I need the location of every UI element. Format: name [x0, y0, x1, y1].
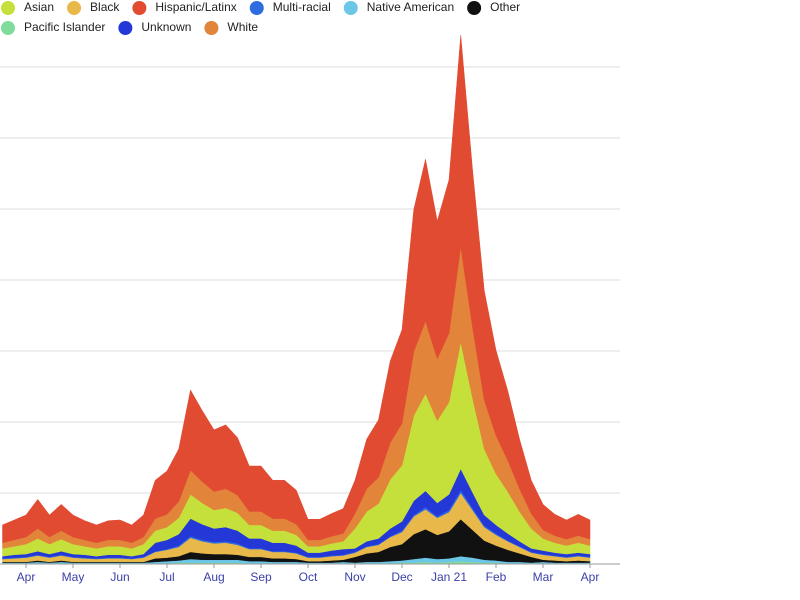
x-tick-label: Mar — [533, 570, 554, 584]
legend-label: Unknown — [141, 20, 191, 34]
legend-swatch — [1, 21, 15, 35]
legend-item: Pacific Islander — [1, 20, 105, 35]
legend-label: Native American — [367, 0, 454, 14]
x-tick-label: Oct — [299, 570, 318, 584]
x-tick-label: May — [62, 570, 85, 584]
x-tick-label: Sep — [250, 570, 272, 584]
x-tick-label: Dec — [391, 570, 412, 584]
legend-label: Asian — [24, 0, 54, 14]
legend-label: White — [227, 20, 258, 34]
x-tick-label: Nov — [344, 570, 365, 584]
x-tick-label: Apr — [581, 570, 600, 584]
legend-label: Other — [490, 0, 520, 14]
legend-swatch — [467, 1, 482, 15]
legend-item: Asian — [1, 0, 54, 15]
area — [2, 35, 591, 544]
x-tick-label: Jan 21 — [431, 570, 467, 584]
legend-swatch — [249, 1, 264, 15]
x-tick-label: Jun — [110, 570, 129, 584]
x-tick-label: Jul — [159, 570, 174, 584]
legend-item: Other — [467, 0, 520, 15]
legend-item: White — [204, 20, 258, 35]
legend-item: Black — [67, 0, 120, 15]
x-tick-label: Aug — [203, 570, 224, 584]
legend-label: Hispanic/Latinx — [155, 0, 236, 14]
legend-item: Unknown — [118, 20, 191, 35]
legend-item: Native American — [343, 0, 454, 15]
legend-item: Hispanic/Latinx — [132, 0, 237, 15]
legend-swatch — [1, 1, 15, 15]
legend-swatch — [204, 21, 219, 35]
legend-item: Multi-racial — [249, 0, 331, 15]
legend-swatch — [343, 1, 358, 15]
legend-swatch — [67, 1, 82, 15]
x-tick-label: Feb — [486, 570, 507, 584]
legend-swatch — [118, 21, 133, 35]
legend-label: Black — [90, 0, 120, 14]
x-tick-label: Apr — [17, 570, 36, 584]
legend-swatch — [132, 1, 147, 15]
legend-label: Multi-racial — [273, 0, 331, 14]
legend-label: Pacific Islander — [24, 20, 105, 34]
